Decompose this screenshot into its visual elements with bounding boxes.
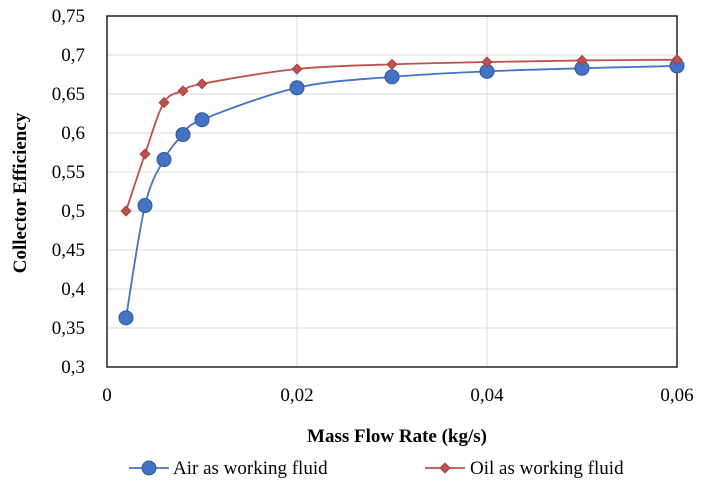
legend-marker	[141, 460, 157, 476]
plot-area-frame	[106, 15, 678, 368]
legend-marker	[439, 462, 451, 474]
x-axis-tick-labels: 0 0,02 0,04 0,06	[102, 385, 693, 406]
y-tick-label: 0,5	[61, 201, 85, 222]
y-tick-label: 0,6	[61, 123, 85, 144]
plot-border	[106, 15, 678, 368]
x-tick-label: 0,04	[470, 385, 504, 406]
data-point	[386, 58, 398, 70]
data-point	[481, 56, 493, 68]
legend-item: Oil as working fluid	[425, 458, 624, 479]
data-point	[671, 54, 683, 66]
legend-label: Air as working fluid	[173, 458, 328, 479]
x-tick-label: 0,06	[660, 385, 693, 406]
legend-label: Oil as working fluid	[470, 458, 624, 479]
y-tick-label: 0,45	[52, 240, 85, 261]
data-point	[158, 97, 170, 109]
y-tick-label: 0,4	[61, 279, 85, 300]
y-axis-tick-labels: 0,3 0,35 0,4 0,45 0,5 0,55 0,6 0,65 0,7 0,75	[52, 6, 86, 378]
data-point	[156, 152, 172, 168]
data-point	[196, 78, 208, 90]
y-tick-label: 0,55	[52, 162, 85, 183]
data-point	[384, 69, 400, 85]
y-tick-label: 0,3	[61, 357, 85, 378]
series-layer	[118, 54, 685, 326]
data-point	[137, 198, 153, 214]
data-point	[139, 148, 151, 160]
legend-item: Air as working fluid	[129, 458, 328, 479]
y-tick-label: 0,35	[52, 318, 85, 339]
legend: Air as working fluid Oil as working fluid	[129, 458, 624, 479]
data-point	[175, 127, 191, 143]
x-tick-label: 0,02	[280, 385, 313, 406]
y-tick-label: 0,7	[61, 45, 85, 66]
series-line	[125, 65, 678, 319]
y-tick-label: 0,65	[52, 84, 85, 105]
data-point	[289, 80, 305, 96]
data-point	[118, 310, 134, 326]
y-axis-title: Collector Efficiency	[10, 112, 31, 273]
series-air	[118, 58, 685, 326]
data-point	[291, 63, 303, 75]
y-tick-label: 0,75	[52, 6, 85, 27]
data-point	[194, 112, 210, 128]
x-tick-label: 0	[102, 385, 112, 406]
data-point	[576, 54, 588, 67]
data-point	[177, 85, 189, 97]
series-oil	[120, 54, 683, 217]
series-line	[125, 58, 678, 212]
data-point	[120, 205, 132, 217]
x-axis-title: Mass Flow Rate (kg/s)	[307, 426, 487, 447]
